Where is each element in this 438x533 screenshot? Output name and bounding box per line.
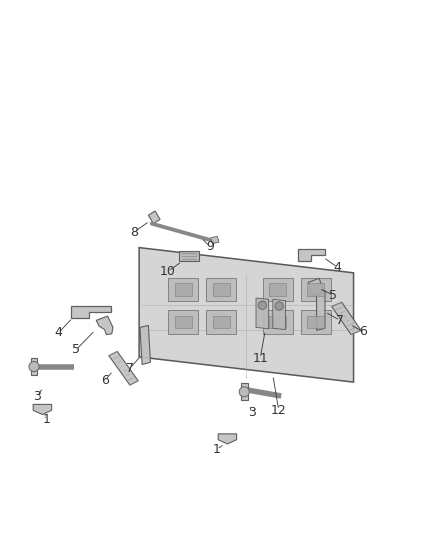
- Text: 12: 12: [271, 404, 286, 417]
- Polygon shape: [307, 284, 324, 296]
- Circle shape: [258, 301, 266, 309]
- Polygon shape: [241, 383, 247, 400]
- Text: 4: 4: [54, 326, 62, 340]
- Polygon shape: [206, 278, 236, 301]
- Polygon shape: [211, 236, 219, 244]
- Polygon shape: [168, 278, 198, 301]
- Text: 4: 4: [334, 261, 342, 274]
- Polygon shape: [298, 249, 325, 261]
- Polygon shape: [148, 211, 160, 224]
- Polygon shape: [168, 310, 198, 334]
- Polygon shape: [263, 310, 293, 334]
- Polygon shape: [332, 302, 361, 335]
- Text: 6: 6: [101, 374, 109, 387]
- Text: 7: 7: [336, 314, 344, 327]
- Text: 9: 9: [206, 240, 214, 253]
- Circle shape: [275, 302, 283, 310]
- Text: 7: 7: [126, 362, 134, 375]
- Polygon shape: [269, 284, 286, 296]
- Polygon shape: [109, 351, 138, 385]
- Polygon shape: [179, 251, 199, 262]
- Polygon shape: [175, 284, 192, 296]
- Text: 3: 3: [33, 390, 41, 402]
- Polygon shape: [269, 316, 286, 328]
- Polygon shape: [300, 278, 331, 301]
- Polygon shape: [71, 306, 110, 318]
- Polygon shape: [31, 358, 37, 375]
- Text: 5: 5: [329, 288, 337, 302]
- Polygon shape: [317, 290, 325, 330]
- Text: 5: 5: [72, 343, 80, 356]
- Text: 1: 1: [213, 443, 221, 456]
- Text: 11: 11: [252, 352, 268, 365]
- Polygon shape: [263, 278, 293, 301]
- Polygon shape: [139, 247, 353, 382]
- Polygon shape: [213, 284, 230, 296]
- Circle shape: [239, 387, 249, 397]
- Text: 8: 8: [130, 225, 138, 239]
- Text: 3: 3: [248, 406, 256, 419]
- Polygon shape: [96, 316, 113, 335]
- Polygon shape: [140, 325, 151, 365]
- Polygon shape: [300, 310, 331, 334]
- Text: 10: 10: [160, 265, 176, 278]
- Text: 6: 6: [359, 325, 367, 338]
- Polygon shape: [218, 434, 237, 444]
- Polygon shape: [307, 316, 324, 328]
- Polygon shape: [33, 405, 52, 415]
- Polygon shape: [175, 316, 192, 328]
- Polygon shape: [206, 310, 236, 334]
- Polygon shape: [256, 298, 268, 329]
- Polygon shape: [213, 316, 230, 328]
- Polygon shape: [308, 278, 323, 295]
- Circle shape: [29, 361, 39, 372]
- Text: 1: 1: [42, 414, 50, 426]
- Polygon shape: [273, 300, 286, 329]
